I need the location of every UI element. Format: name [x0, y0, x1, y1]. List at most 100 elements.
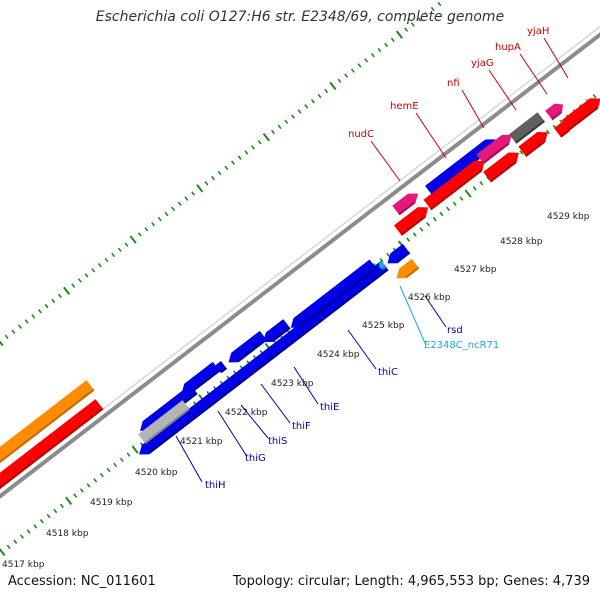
minor-tick	[426, 221, 431, 227]
gene-label-thiC: thiC	[378, 367, 398, 378]
thiC-gene-shade	[147, 268, 389, 455]
leader-thiC	[347, 329, 377, 370]
orange-cds-rsd-shade	[405, 266, 420, 279]
feature-layer	[0, 98, 600, 501]
rsd-gene-shade	[396, 251, 411, 264]
leader-hemE	[415, 112, 447, 159]
red-cds-left-body	[0, 399, 104, 501]
minor-tick	[177, 201, 182, 206]
red-cds-left-shade	[0, 407, 104, 501]
minor-tick	[124, 242, 129, 247]
gene-label-nudC: nudC	[348, 129, 374, 140]
orange-cds-left-body	[0, 380, 95, 476]
major-tick	[65, 496, 73, 505]
minor-tick	[437, 1, 442, 7]
minor-tick	[26, 529, 31, 534]
minor-tick	[211, 175, 216, 181]
leader-thiF	[260, 383, 291, 424]
minor-tick	[592, 93, 597, 99]
scale-label: 4522 kbp	[225, 408, 268, 418]
minor-tick	[251, 145, 255, 150]
red-cds-yjaH-shade	[560, 129, 570, 138]
orange-cds-left	[0, 380, 95, 476]
nfi-gene-body	[476, 134, 512, 164]
minor-tick	[126, 452, 131, 457]
leader-nfi	[461, 89, 485, 129]
minor-tick	[151, 221, 156, 227]
thiE2-gene-shade	[271, 327, 291, 343]
minor-tick	[79, 488, 84, 493]
minor-tick	[73, 493, 78, 498]
minor-tick	[439, 211, 444, 217]
scale-label: 4526 kbp	[408, 293, 451, 303]
thiG-gene-body	[138, 400, 190, 444]
minor-tick	[119, 457, 124, 463]
thiH-gene-body	[140, 384, 198, 431]
minor-tick	[217, 170, 222, 176]
tick-layer	[0, 1, 597, 557]
thiE-gene-body	[228, 330, 268, 363]
leader-yjaG	[488, 69, 517, 111]
thiC-upper	[290, 259, 377, 328]
minor-tick	[384, 42, 389, 48]
minor-tick	[417, 17, 422, 22]
thiF-gene-shade	[190, 369, 221, 394]
minor-tick	[13, 539, 18, 544]
minor-tick	[11, 329, 16, 334]
red-cds-nfi	[483, 152, 519, 183]
minor-tick	[51, 298, 56, 304]
yjaH-gene	[545, 103, 564, 121]
thiS-gene	[215, 360, 228, 373]
orange-cds-rsd	[396, 258, 420, 279]
minor-tick	[519, 150, 524, 155]
minor-tick	[39, 519, 44, 524]
major-tick	[464, 189, 472, 198]
minor-tick	[164, 211, 169, 217]
minor-tick	[317, 93, 322, 99]
minor-tick	[459, 196, 464, 201]
thiG-gene	[138, 400, 190, 444]
major-tick	[129, 235, 137, 244]
minor-tick	[117, 247, 122, 253]
minor-tick	[111, 252, 116, 258]
red-cds-right-body	[561, 98, 600, 131]
minor-tick	[310, 99, 315, 104]
ncR71-rna-shade	[382, 265, 387, 270]
nfi-gene-shade	[482, 142, 510, 164]
minor-tick	[31, 314, 36, 319]
minor-tick	[370, 52, 375, 58]
minor-tick	[446, 206, 451, 212]
minor-tick	[244, 150, 249, 155]
minor-tick	[37, 309, 42, 314]
scale-label: 4517 kbp	[2, 560, 45, 570]
scale-label: 4525 kbp	[362, 321, 405, 331]
minor-tick	[350, 68, 355, 73]
red-cds-right	[561, 98, 600, 131]
minor-tick	[71, 283, 76, 288]
nudC-gene-body	[392, 193, 419, 216]
minor-tick	[277, 124, 282, 130]
minor-tick	[106, 467, 111, 473]
map-title: Escherichia coli O127:H6 str. E2348/69, …	[95, 9, 505, 25]
leader-yjaH	[543, 37, 569, 79]
minor-tick	[231, 160, 235, 165]
leader-hupA	[519, 53, 548, 95]
thiE-gene	[228, 330, 268, 363]
yjaG-gene	[509, 112, 545, 144]
minor-tick	[104, 257, 109, 263]
gene-label-thiG: thiG	[245, 453, 266, 464]
major-tick	[395, 30, 404, 39]
minor-tick	[144, 227, 149, 232]
major-tick	[262, 132, 270, 142]
thiC-upper-body	[290, 259, 377, 328]
gene-label-hupA: hupA	[495, 42, 521, 53]
minor-tick	[157, 216, 162, 222]
gene-label-thiE: thiE	[320, 402, 339, 413]
nudC-gene	[392, 193, 419, 216]
rsd-gene	[387, 243, 411, 264]
thiE2-gene-body	[263, 319, 291, 343]
minor-tick	[4, 334, 9, 340]
minor-tick	[84, 273, 89, 278]
minor-tick	[304, 104, 309, 109]
minor-tick	[191, 191, 196, 196]
